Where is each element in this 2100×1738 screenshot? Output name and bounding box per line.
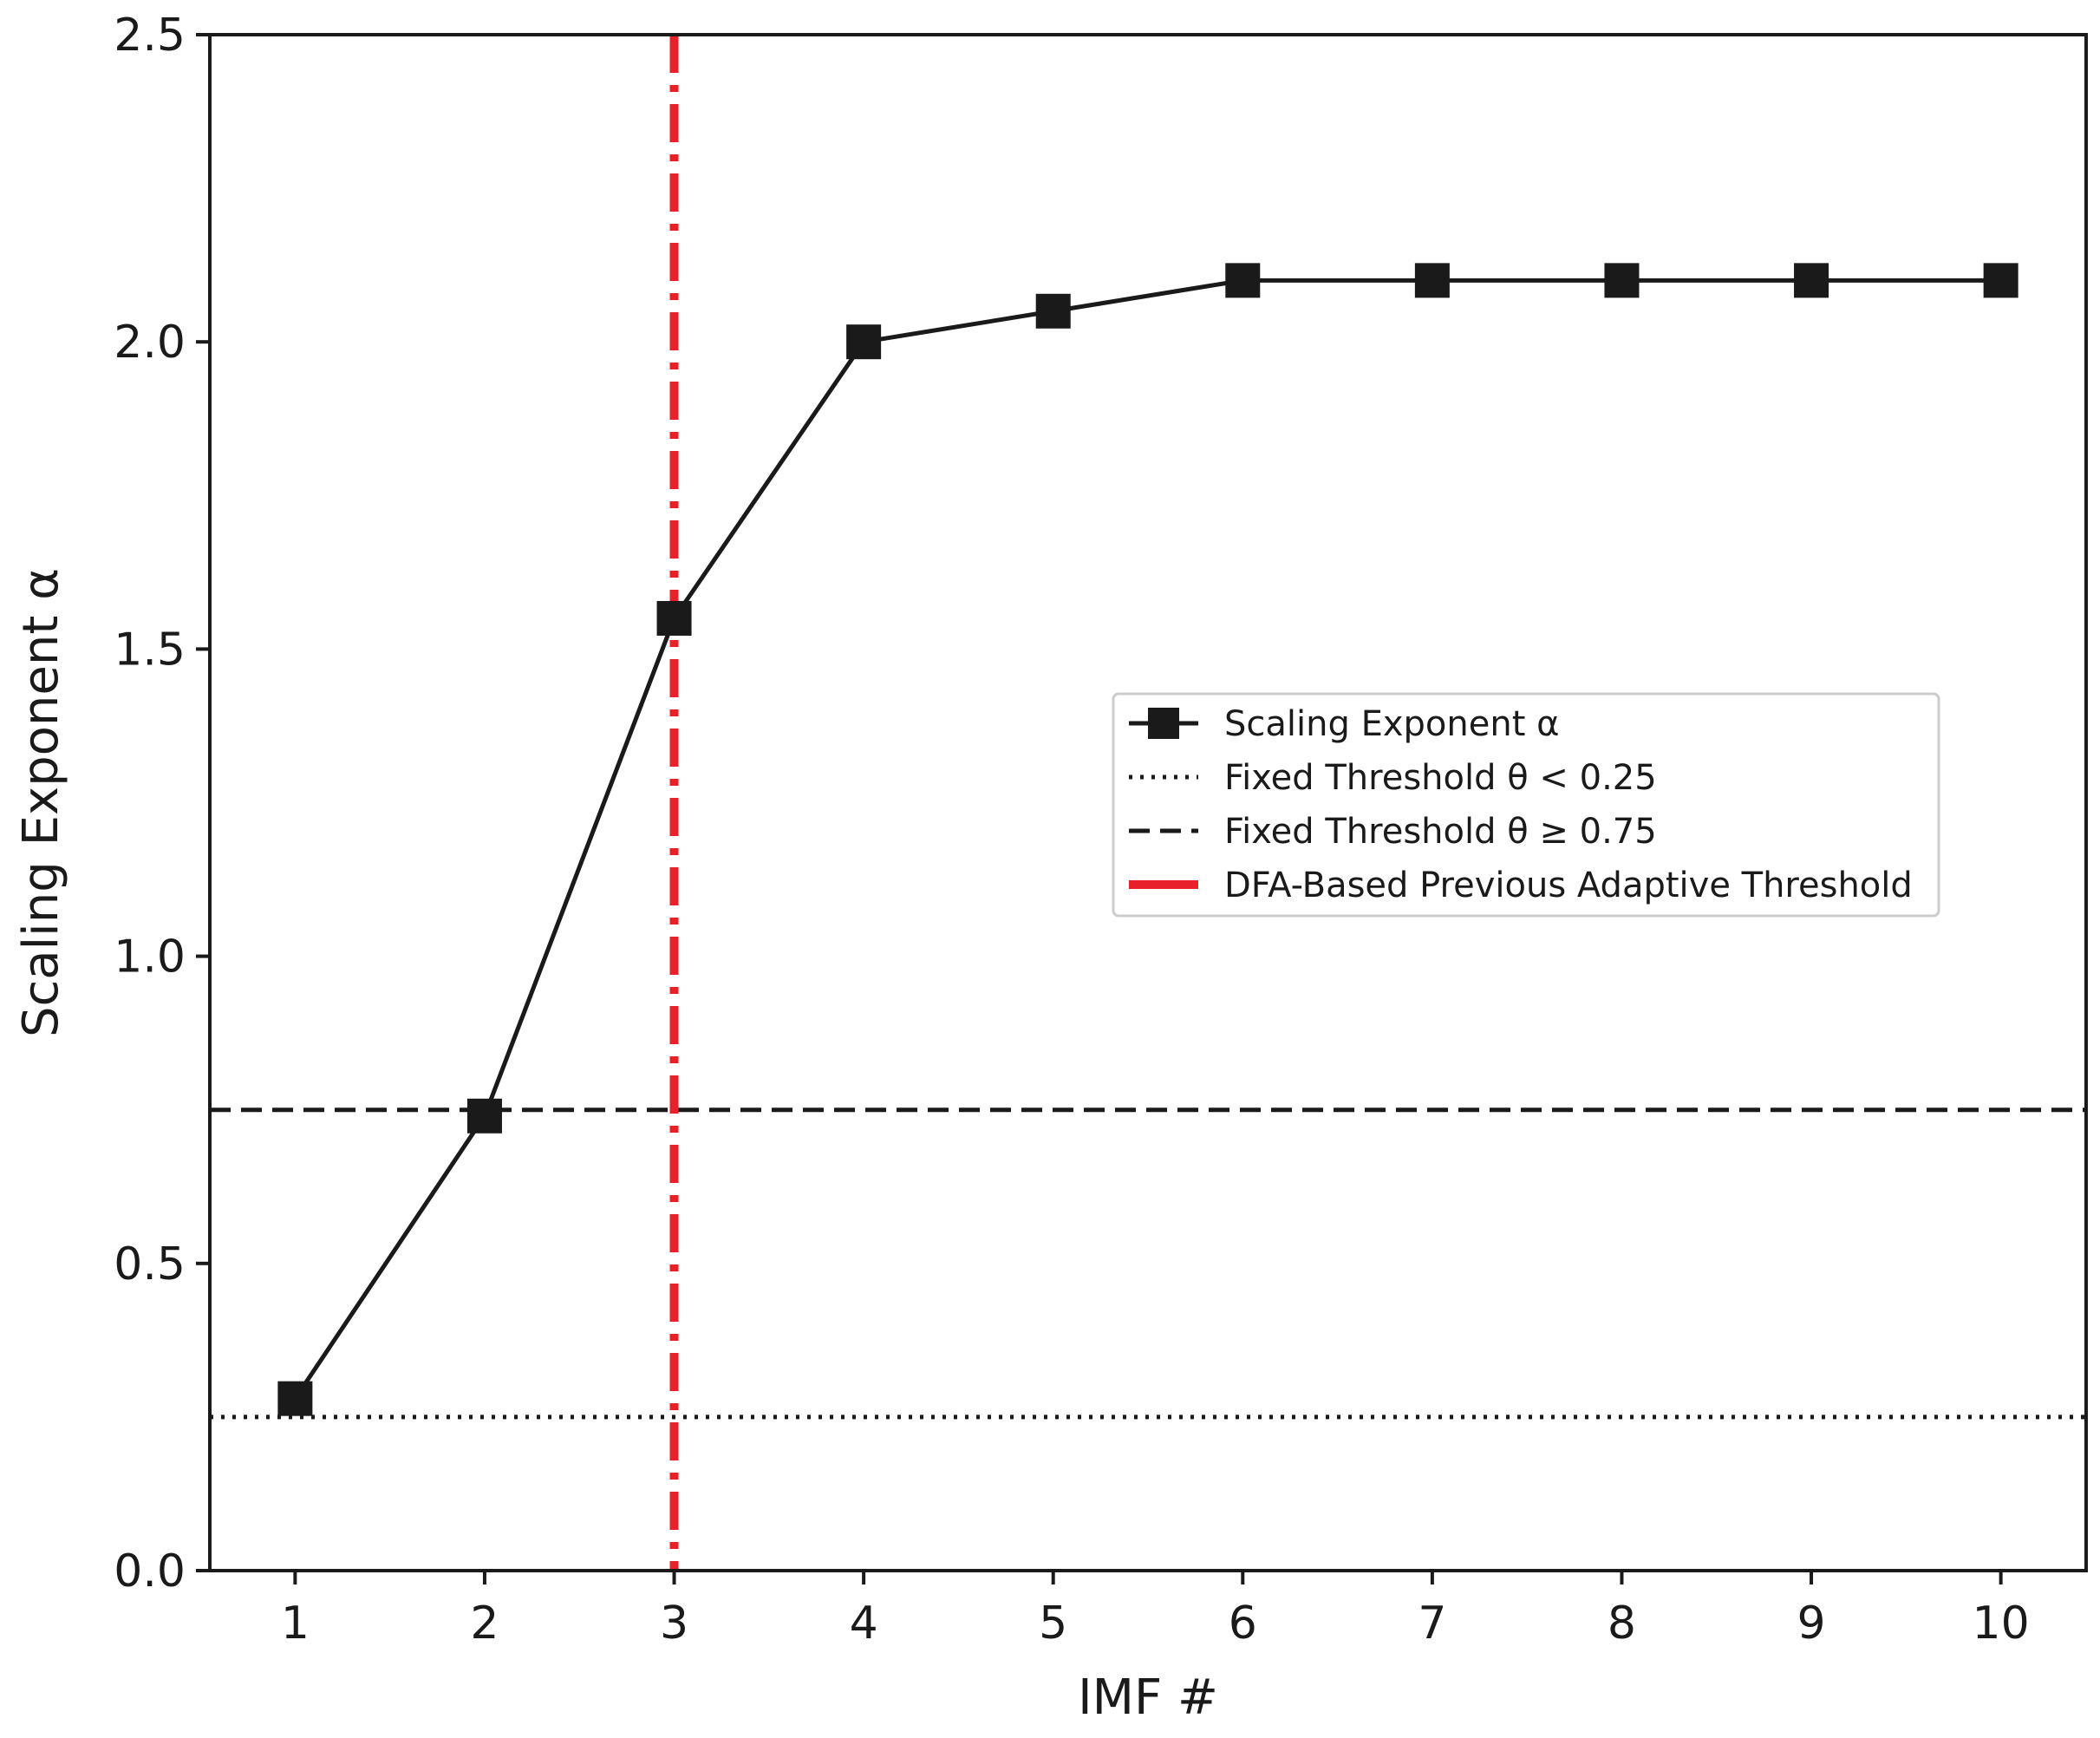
data-point-imf-7 [1414, 263, 1450, 298]
data-point-imf-10 [1983, 263, 2018, 298]
data-point-imf-1 [277, 1381, 313, 1416]
x-tick-label: 3 [660, 1598, 688, 1650]
y-tick-label: 0.0 [114, 1545, 186, 1598]
x-tick-label: 7 [1418, 1598, 1446, 1650]
y-axis-label: Scaling Exponent α [13, 568, 69, 1037]
reference-lines [210, 35, 2086, 1571]
legend-label-1: Fixed Threshold θ < 0.25 [1224, 758, 1657, 798]
series-layer [277, 263, 2018, 1416]
legend: Scaling Exponent α Fixed Threshold θ < 0.… [1112, 692, 1940, 918]
x-tick-label: 1 [281, 1598, 310, 1650]
x-tick-label: 6 [1229, 1598, 1257, 1650]
x-tick-label: 4 [850, 1598, 878, 1650]
legend-label-0: Scaling Exponent α [1224, 704, 1559, 744]
data-point-imf-6 [1225, 263, 1261, 298]
legend-box [1112, 692, 1940, 918]
y-tick-label: 1.0 [114, 931, 186, 983]
y-tick-label: 2.5 [114, 10, 186, 62]
series-line-scaling-exponent [293, 278, 2001, 1401]
legend-label-3: DFA-Based Previous Adaptive Threshold [1224, 866, 1913, 905]
data-point-imf-2 [466, 1098, 502, 1134]
y-tick-label: 1.5 [114, 624, 186, 676]
x-tick-label: 10 [1973, 1598, 2030, 1650]
x-tick-label: 9 [1797, 1598, 1826, 1650]
x-tick-label: 5 [1039, 1598, 1067, 1650]
x-axis-label: IMF # [1078, 1669, 1218, 1726]
plot-frame [208, 33, 2088, 1572]
data-point-imf-8 [1604, 263, 1640, 298]
data-point-imf-5 [1035, 293, 1071, 329]
y-tick-label: 0.5 [114, 1238, 186, 1290]
axes: 1 2 3 4 5 6 7 8 9 10 0.0 0.5 1.0 1.5 2.0 2.5 IMF # Scalin… [13, 10, 2088, 1726]
data-point-imf-9 [1794, 263, 1829, 298]
data-point-imf-4 [846, 324, 882, 360]
legend-marker-0 [1148, 708, 1179, 739]
x-tick-label: 2 [470, 1598, 499, 1650]
legend-label-2: Fixed Threshold θ ≥ 0.75 [1224, 812, 1657, 852]
data-point-imf-3 [656, 600, 692, 636]
x-tick-label: 8 [1608, 1598, 1636, 1650]
y-tick-label: 2.0 [114, 317, 186, 369]
